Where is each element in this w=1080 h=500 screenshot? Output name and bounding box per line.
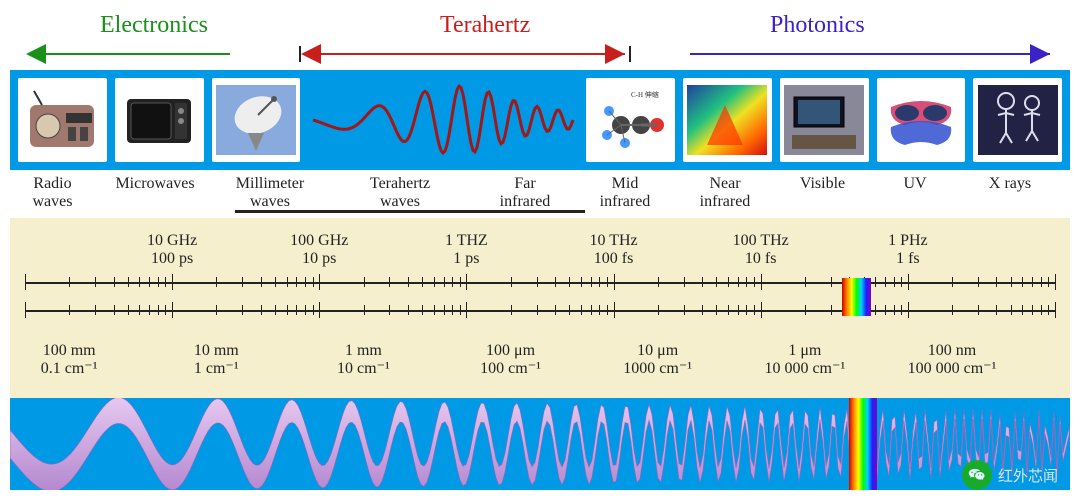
label-photonics: Photonics [770,12,865,39]
freq-label: 10 THz100 fs [589,232,637,269]
band-label: Visible [775,175,870,217]
scale-area: 10 GHz100 ps 100 GHz10 ps 1 THZ1 ps 10 THz1… [10,218,1070,398]
wavelength-label: 100 nm100 000 cm⁻¹ [908,342,997,379]
wavelength-label: 10 μm1000 cm⁻¹ [623,342,692,379]
visible-rainbow-strip [849,398,877,490]
freq-label: 1 THZ1 ps [445,232,488,269]
band-label: Radiowaves [10,175,95,217]
axis-wavelength [25,310,1055,312]
wavelength-label: 10 mm1 cm⁻¹ [194,342,239,379]
band-label: UV [870,175,960,217]
watermark: 红外芯闻 [962,460,1058,490]
freq-label: 100 THz10 fs [733,232,789,269]
icon-thermal [683,78,772,162]
icon-radio [18,78,107,162]
spectrum-diagram: Electronics Terahertz Photonics C-H 伸缩 R… [0,0,1080,500]
band-label: Microwaves [95,175,215,217]
icon-thz-wave [308,78,578,162]
wavelength-label: 100 μm100 cm⁻¹ [480,342,541,379]
frequency-labels: 10 GHz100 ps 100 GHz10 ps 1 THZ1 ps 10 THz1… [10,232,1070,270]
svg-text:C-H 伸缩: C-H 伸缩 [631,90,659,99]
label-electronics: Electronics [100,12,208,39]
freq-label: 10 GHz100 ps [147,232,197,269]
bottom-wave-strip [10,398,1070,490]
wavelength-label: 100 mm0.1 cm⁻¹ [41,342,98,379]
freq-label: 1 PHz1 fs [888,232,928,269]
band-label: X rays [960,175,1060,217]
freq-label: 100 GHz10 ps [290,232,348,269]
wechat-icon [962,460,992,490]
axis-frequency [25,282,1055,284]
icon-goggles [877,78,966,162]
icon-xray [973,78,1062,162]
terahertz-underline [235,210,585,213]
icon-molecule: C-H 伸缩 [586,78,675,162]
wave-ribbon [10,398,1070,490]
icon-dish [212,78,301,162]
wavelength-label: 1 mm10 cm⁻¹ [337,342,390,379]
icon-microwave [115,78,204,162]
icon-strip: C-H 伸缩 [10,70,1070,170]
visible-spectrum-bar [842,278,871,316]
label-terahertz: Terahertz [440,12,530,39]
watermark-text: 红外芯闻 [998,465,1058,486]
wavelength-label: 1 μm10 000 cm⁻¹ [764,342,845,379]
band-label: Midinfrared [575,175,675,217]
icon-tv [780,78,869,162]
wavelength-labels: 100 mm0.1 cm⁻¹ 10 mm1 cm⁻¹ 1 mm10 cm⁻¹ 100 … [10,342,1070,382]
band-label: Nearinfrared [675,175,775,217]
arrow-row [0,44,1080,64]
